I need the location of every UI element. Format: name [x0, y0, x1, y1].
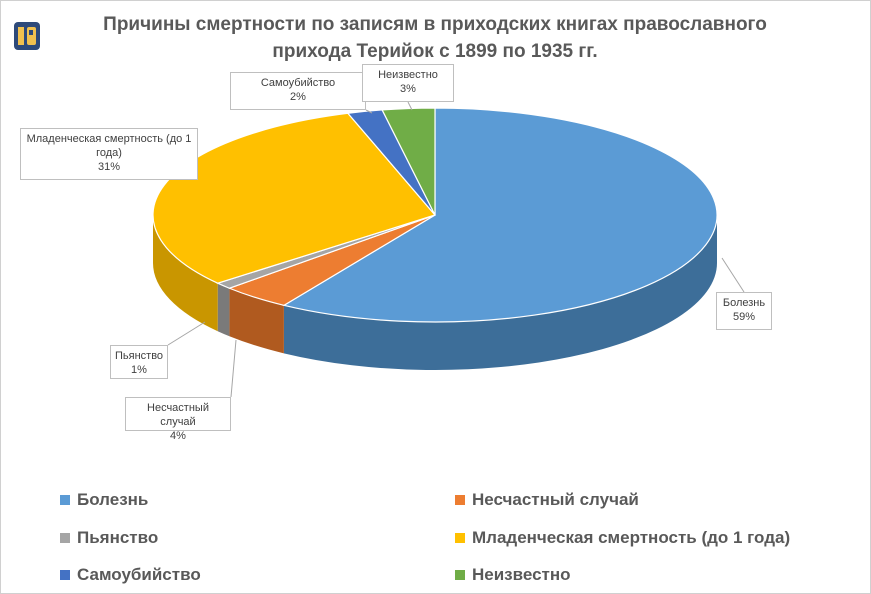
data-label-value: 2%	[290, 91, 306, 103]
legend-swatch	[60, 569, 70, 580]
pie-slice-6	[381, 107, 436, 216]
legend-swatch	[455, 569, 465, 580]
pie-side-1	[283, 215, 717, 370]
data-label-name: Пьянство	[115, 350, 164, 362]
leader-line-5	[365, 109, 373, 114]
data-label-name: Самоубийство	[260, 77, 336, 89]
chart-title: Причины смертности по записям в приходск…	[90, 11, 780, 65]
chart-title-line-1: Причины смертности по записям в приходск…	[103, 14, 767, 35]
legend-swatch	[455, 494, 465, 505]
legend-label: Самоубийство	[77, 565, 201, 584]
data-label-name: Болезнь	[722, 297, 766, 309]
logo	[8, 18, 48, 56]
data-label-value: 59%	[732, 311, 756, 323]
data-label-2: Несчастный случай 4%	[125, 397, 231, 442]
legend-label: Неизвестно	[472, 565, 571, 584]
data-label-value: 31%	[97, 161, 121, 173]
data-label-name: Младенческая смертность (до 1 года)	[26, 133, 192, 159]
data-label-1: Болезнь 59%	[716, 292, 772, 330]
legend-item-2: Несчастный случай	[455, 489, 639, 511]
data-label-5: Самоубийство 2%	[230, 72, 366, 110]
data-label-value: 4%	[170, 430, 186, 442]
legend-label: Пьянство	[77, 528, 159, 547]
legend-item-4: Младенческая смертность (до 1 года)	[455, 527, 790, 549]
pie-side-walls	[153, 215, 717, 370]
pie-top-slices	[152, 107, 718, 323]
legend-item-6: Неизвестно	[455, 564, 571, 586]
pie-slice-4	[152, 112, 437, 284]
leader-line-2	[230, 339, 237, 398]
leader-line-3	[167, 321, 206, 346]
legend-item-5: Самоубийство	[60, 564, 201, 586]
legend-label: Несчастный случай	[472, 490, 639, 509]
pie-side-2	[229, 288, 284, 354]
pie-side-3	[217, 283, 230, 337]
data-label-value: 3%	[400, 83, 416, 95]
data-label-4: Младенческая смертность (до 1 года) 31%	[20, 128, 198, 180]
data-label-name: Несчастный случай	[147, 402, 209, 428]
data-label-value: 1%	[131, 364, 147, 376]
pie-side-4	[153, 215, 218, 332]
data-label-name: Неизвестно	[378, 69, 438, 81]
legend-item-1: Болезнь	[60, 489, 148, 511]
legend-swatch	[60, 532, 70, 543]
data-label-6: Неизвестно 3%	[362, 64, 454, 102]
legend-label: Болезнь	[77, 490, 149, 509]
legend-label: Младенческая смертность (до 1 года)	[472, 528, 791, 547]
leader-line-1	[721, 257, 745, 293]
chart-title-line-2: прихода Терийок с 1899 по 1935 гг.	[272, 41, 598, 62]
legend-swatch	[60, 494, 70, 505]
pie-slice-1	[282, 107, 718, 323]
logo-icon	[14, 22, 40, 50]
leader-line-6	[407, 101, 413, 111]
legend-swatch	[455, 532, 465, 543]
legend-item-3: Пьянство	[60, 527, 158, 549]
data-label-3: Пьянство 1%	[110, 345, 168, 379]
